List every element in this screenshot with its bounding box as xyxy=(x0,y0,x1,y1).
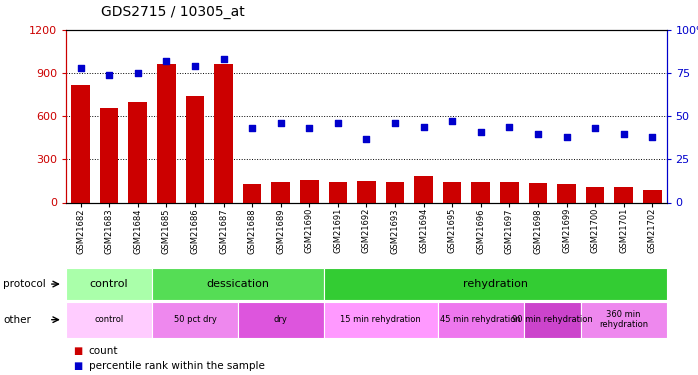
Bar xyxy=(581,302,667,338)
Text: 360 min
rehydration: 360 min rehydration xyxy=(599,310,648,329)
Bar xyxy=(643,190,662,202)
Bar xyxy=(152,268,324,300)
Point xyxy=(618,130,630,136)
Bar xyxy=(272,182,290,203)
Bar xyxy=(324,302,438,338)
Point xyxy=(246,125,258,131)
Text: 45 min rehydration: 45 min rehydration xyxy=(440,315,521,324)
Bar xyxy=(238,302,324,338)
Text: control: control xyxy=(94,315,124,324)
Point xyxy=(75,65,86,71)
Bar xyxy=(586,187,604,202)
Text: ■: ■ xyxy=(73,361,82,371)
Point xyxy=(447,118,458,124)
Point xyxy=(389,120,401,126)
Bar xyxy=(524,302,581,338)
Text: 50 pct dry: 50 pct dry xyxy=(174,315,216,324)
Bar xyxy=(152,302,238,338)
Bar xyxy=(438,302,524,338)
Bar xyxy=(329,182,347,203)
Point xyxy=(332,120,343,126)
Bar xyxy=(186,96,205,202)
Point xyxy=(275,120,286,126)
Text: other: other xyxy=(3,315,31,325)
Text: control: control xyxy=(90,279,128,289)
Point xyxy=(533,130,544,136)
Bar xyxy=(243,184,261,203)
Text: 15 min rehydration: 15 min rehydration xyxy=(341,315,421,324)
Point xyxy=(418,124,429,130)
Bar xyxy=(71,85,90,203)
Text: 90 min rehydration: 90 min rehydration xyxy=(512,315,593,324)
Point xyxy=(647,134,658,140)
Text: GDS2715 / 10305_at: GDS2715 / 10305_at xyxy=(101,5,245,19)
Bar xyxy=(557,184,576,203)
Bar xyxy=(157,64,176,203)
Bar xyxy=(443,182,461,203)
Point xyxy=(361,136,372,142)
Bar xyxy=(300,180,318,203)
Bar xyxy=(128,102,147,202)
Bar xyxy=(357,181,376,203)
Text: rehydration: rehydration xyxy=(463,279,528,289)
Point xyxy=(103,72,114,78)
Point xyxy=(475,129,487,135)
Point xyxy=(218,56,229,62)
Text: protocol: protocol xyxy=(3,279,46,289)
Bar xyxy=(386,182,404,203)
Text: ■: ■ xyxy=(73,346,82,356)
Point xyxy=(504,124,515,130)
Bar xyxy=(324,268,667,300)
Point xyxy=(161,58,172,64)
Bar xyxy=(66,268,152,300)
Text: dessication: dessication xyxy=(207,279,269,289)
Bar xyxy=(66,302,152,338)
Text: dry: dry xyxy=(274,315,288,324)
Bar xyxy=(214,64,233,203)
Bar xyxy=(100,108,119,202)
Bar xyxy=(500,182,519,203)
Bar xyxy=(415,176,433,203)
Text: count: count xyxy=(89,346,118,356)
Bar xyxy=(471,182,490,203)
Point xyxy=(132,70,143,76)
Bar xyxy=(614,187,633,202)
Point xyxy=(304,125,315,131)
Bar xyxy=(528,183,547,203)
Point xyxy=(590,125,601,131)
Point xyxy=(189,63,200,69)
Text: percentile rank within the sample: percentile rank within the sample xyxy=(89,361,265,371)
Point xyxy=(561,134,572,140)
